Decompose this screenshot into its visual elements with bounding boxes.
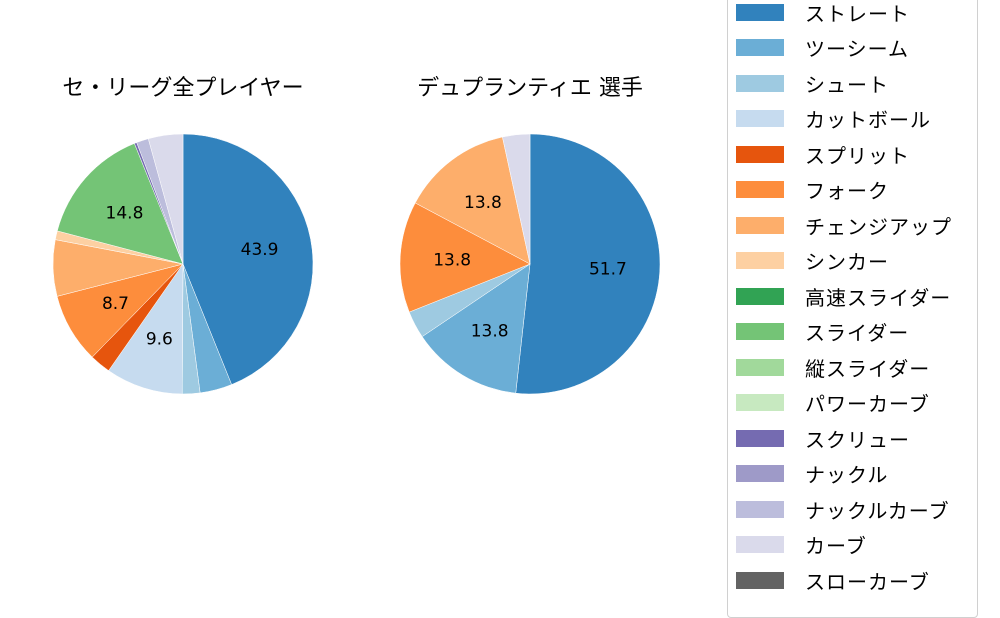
legend-item: スローカーブ <box>736 565 930 595</box>
legend-label: スクリュー <box>805 427 910 452</box>
legend-swatch <box>736 145 784 163</box>
legend-swatch <box>736 252 784 269</box>
pie-slice <box>502 133 531 265</box>
legend-swatch <box>736 500 784 518</box>
pie-slice <box>414 136 531 265</box>
legend-item: 高速スライダー <box>736 281 951 311</box>
slice-percent-label: 9.6 <box>146 329 173 349</box>
legend-label: ストレート <box>805 1 910 26</box>
legend-item: カーブ <box>736 530 867 560</box>
legend-label: パワーカーブ <box>805 392 930 416</box>
slice-percent-label: 13.8 <box>464 193 502 213</box>
slice-percent-label: 13.8 <box>471 322 509 342</box>
legend-item: スクリュー <box>736 423 910 453</box>
legend-label: ナックルカーブ <box>805 498 950 523</box>
legend-swatch <box>736 465 784 482</box>
legend: ストレートツーシームシュートカットボール スプリットフォークチェンジアップ シンカー… <box>727 0 978 618</box>
pie-player: 51.7 13.8 13.8 13.8 <box>399 133 661 395</box>
legend-label: シンカー <box>805 250 889 274</box>
pie-slice <box>515 133 661 395</box>
legend-label: フォーク <box>805 179 889 203</box>
legend-item: 縦スライダー <box>736 352 930 382</box>
legend-swatch <box>736 536 784 553</box>
slice-percent-label: 43.9 <box>241 240 279 260</box>
legend-item: シュート <box>736 68 889 98</box>
slice-percent-label: 51.7 <box>589 259 627 279</box>
pie-slice <box>147 133 184 265</box>
legend-swatch <box>736 287 784 305</box>
legend-item: スプリット <box>736 139 910 169</box>
legend-label: カットボール <box>805 108 931 132</box>
slice-percent-label: 14.8 <box>106 203 144 223</box>
legend-swatch <box>736 429 784 447</box>
legend-label: シュート <box>805 72 889 97</box>
legend-swatch <box>736 39 784 56</box>
pie-slice <box>56 143 184 265</box>
legend-item: ツーシーム <box>736 33 909 63</box>
legend-item: フォーク <box>736 175 889 205</box>
chart-title-player: デュプランティエ 選手 <box>417 76 643 101</box>
legend-label: 高速スライダー <box>805 285 952 310</box>
legend-label: ツーシーム <box>805 37 909 61</box>
chart-title-league: セ・リーグ全プレイヤー <box>62 76 304 101</box>
legend-swatch <box>736 216 784 234</box>
legend-item: カットボール <box>736 104 931 134</box>
pie-league: 43.9 9.6 8.7 14.8 <box>52 133 314 395</box>
legend-item: スライダー <box>736 317 909 347</box>
legend-swatch <box>736 358 784 376</box>
legend-item: ナックル <box>736 459 888 489</box>
legend-swatch <box>736 571 784 589</box>
pie-slice <box>108 263 184 395</box>
slice-percent-label: 8.7 <box>102 294 129 314</box>
legend-label: スローカーブ <box>805 569 930 594</box>
legend-label: スプリット <box>805 143 910 168</box>
pie-charts: 43.9 9.6 8.7 14.8 51.7 13.8 13.8 13.8 <box>52 133 661 395</box>
legend-item: ナックルカーブ <box>736 494 950 524</box>
legend-item: パワーカーブ <box>736 388 930 418</box>
legend-item: ストレート <box>736 0 910 27</box>
legend-swatch <box>736 110 784 127</box>
pie-slice <box>182 133 314 385</box>
slice-percent-label: 13.8 <box>433 251 471 271</box>
legend-item: チェンジアップ <box>736 210 952 240</box>
legend-label: 縦スライダー <box>805 356 931 381</box>
legend-label: チェンジアップ <box>805 214 952 239</box>
legend-swatch <box>736 181 784 198</box>
legend-label: ナックル <box>805 463 889 487</box>
legend-swatch <box>736 74 784 92</box>
pie-slice <box>399 202 531 313</box>
legend-swatch <box>736 323 784 340</box>
legend-label: カーブ <box>805 534 867 558</box>
legend-label: スライダー <box>805 321 910 345</box>
legend-swatch <box>736 3 784 21</box>
pie-slice <box>421 263 531 394</box>
legend-item: シンカー <box>736 246 889 276</box>
legend-swatch <box>736 394 784 411</box>
